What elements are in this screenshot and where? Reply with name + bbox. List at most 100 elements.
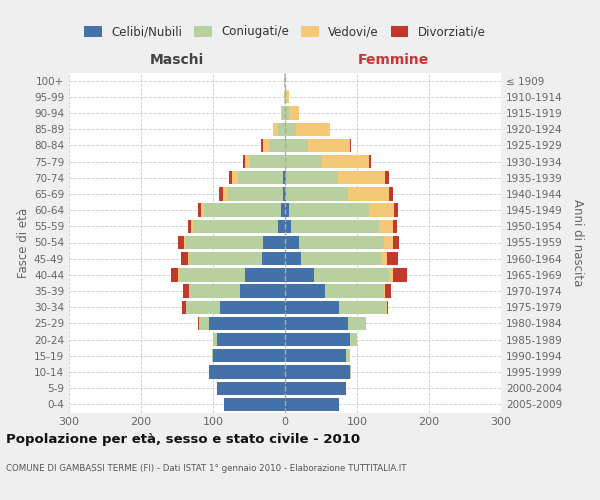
Bar — [220, 188, 223, 200]
Bar — [209, 317, 285, 330]
Bar — [286, 90, 289, 104]
Bar — [284, 90, 285, 104]
Bar — [171, 268, 178, 281]
Bar — [243, 155, 245, 168]
Bar — [238, 171, 283, 184]
Bar — [387, 252, 398, 266]
Bar — [285, 268, 314, 281]
Bar — [263, 138, 269, 152]
Bar — [199, 317, 209, 330]
Bar — [188, 284, 241, 298]
Bar — [185, 300, 220, 314]
Bar — [346, 349, 350, 362]
Bar — [285, 171, 286, 184]
Bar — [278, 220, 285, 233]
Bar — [347, 188, 389, 200]
Bar — [350, 333, 357, 346]
Bar — [217, 333, 285, 346]
Bar — [283, 171, 285, 184]
Text: Femmine: Femmine — [358, 54, 428, 68]
Bar — [301, 252, 382, 266]
Bar — [296, 122, 331, 136]
Bar — [198, 204, 202, 217]
Bar — [285, 188, 286, 200]
Bar — [193, 220, 278, 233]
Bar — [285, 366, 350, 378]
Bar — [285, 398, 339, 411]
Bar — [385, 236, 393, 249]
Bar — [379, 220, 393, 233]
Bar — [308, 138, 350, 152]
Bar — [250, 155, 285, 168]
Bar — [385, 171, 389, 184]
Bar — [386, 300, 388, 314]
Bar — [213, 333, 217, 346]
Bar — [223, 188, 227, 200]
Bar — [291, 220, 379, 233]
Bar — [285, 220, 291, 233]
Text: COMUNE DI GAMBASSI TERME (FI) - Dati ISTAT 1° gennaio 2010 - Elaborazione TUTTIT: COMUNE DI GAMBASSI TERME (FI) - Dati IST… — [6, 464, 407, 473]
Bar — [314, 268, 389, 281]
Bar — [227, 188, 283, 200]
Bar — [322, 155, 369, 168]
Bar — [393, 236, 399, 249]
Bar — [285, 300, 339, 314]
Bar — [274, 122, 278, 136]
Bar — [285, 333, 350, 346]
Bar — [394, 204, 398, 217]
Bar — [285, 138, 308, 152]
Bar — [284, 74, 285, 87]
Bar — [285, 204, 289, 217]
Bar — [245, 268, 285, 281]
Bar — [281, 106, 282, 120]
Text: Popolazione per età, sesso e stato civile - 2010: Popolazione per età, sesso e stato civil… — [6, 432, 360, 446]
Bar — [286, 171, 338, 184]
Bar — [285, 349, 346, 362]
Bar — [213, 349, 285, 362]
Bar — [349, 317, 367, 330]
Bar — [285, 122, 296, 136]
Bar — [393, 220, 397, 233]
Bar — [350, 366, 351, 378]
Bar — [209, 366, 285, 378]
Bar — [202, 204, 203, 217]
Bar — [382, 252, 387, 266]
Bar — [385, 284, 391, 298]
Bar — [185, 236, 263, 249]
Bar — [285, 382, 346, 395]
Bar — [220, 300, 285, 314]
Bar — [263, 236, 285, 249]
Bar — [229, 171, 232, 184]
Bar — [282, 106, 285, 120]
Bar — [299, 236, 385, 249]
Bar — [178, 268, 179, 281]
Bar — [184, 236, 185, 249]
Bar — [389, 188, 393, 200]
Bar — [383, 284, 385, 298]
Bar — [285, 90, 286, 104]
Bar — [350, 138, 351, 152]
Bar — [338, 171, 385, 184]
Bar — [232, 171, 238, 184]
Bar — [188, 220, 191, 233]
Bar — [224, 398, 285, 411]
Bar — [285, 106, 289, 120]
Bar — [198, 317, 199, 330]
Bar — [182, 300, 185, 314]
Bar — [369, 155, 371, 168]
Bar — [217, 382, 285, 395]
Bar — [285, 155, 322, 168]
Bar — [179, 268, 245, 281]
Bar — [285, 284, 325, 298]
Bar — [289, 204, 369, 217]
Bar — [188, 252, 262, 266]
Text: Maschi: Maschi — [150, 54, 204, 68]
Bar — [241, 284, 285, 298]
Bar — [178, 236, 184, 249]
Bar — [389, 268, 393, 281]
Bar — [283, 188, 285, 200]
Bar — [181, 252, 188, 266]
Bar — [183, 284, 188, 298]
Bar — [325, 284, 383, 298]
Y-axis label: Fasce di età: Fasce di età — [17, 208, 30, 278]
